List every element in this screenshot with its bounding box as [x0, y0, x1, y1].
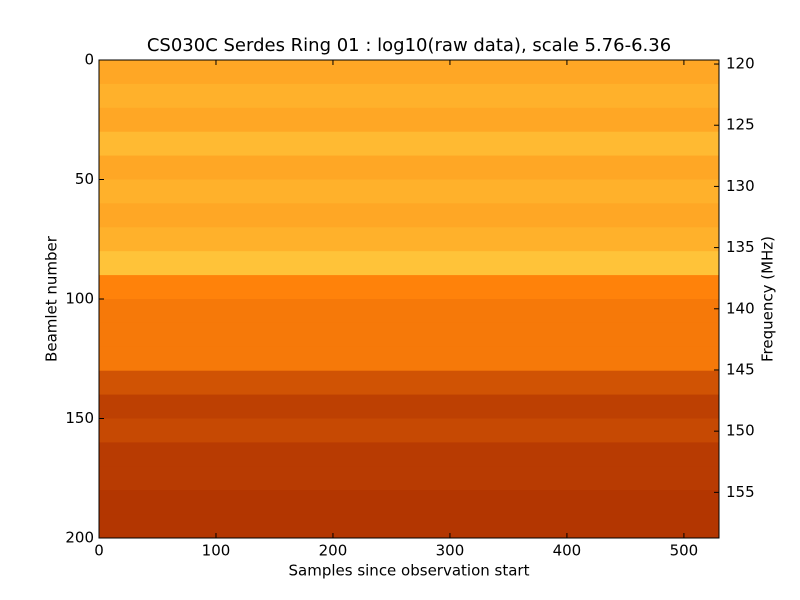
- y-tick-label: 150: [65, 409, 94, 427]
- y2-tick-label: 140: [726, 299, 755, 317]
- y2-tick-label: 135: [726, 238, 755, 256]
- y-tick-label: 0: [84, 51, 94, 69]
- chart-title: CS030C Serdes Ring 01 : log10(raw data),…: [147, 35, 671, 56]
- heatmap-cell: [99, 275, 719, 300]
- y2-tick-label: 150: [726, 422, 755, 440]
- heatmap-cell: [99, 107, 719, 133]
- y2-tick-label: 120: [726, 55, 755, 73]
- heatmap-cell: [99, 299, 719, 324]
- y-tick-label: 200: [65, 529, 94, 547]
- y-tick-label: 50: [75, 170, 94, 188]
- x-axis-label: Samples since observation start: [289, 562, 530, 580]
- heatmap-cell: [99, 131, 719, 157]
- y2-tick-label: 145: [726, 360, 755, 378]
- heatmap-cell: [99, 346, 719, 372]
- y2-tick-label: 155: [726, 483, 755, 501]
- heatmap-cell: [99, 155, 719, 180]
- heatmap-cell: [99, 418, 719, 443]
- y-tick-label: 100: [65, 290, 94, 308]
- heatmap-cell: [99, 514, 719, 539]
- heatmap-cell: [99, 251, 719, 276]
- heatmap: [99, 60, 719, 539]
- y2-tick-label: 130: [726, 177, 755, 195]
- x-tick-label: 0: [94, 542, 104, 560]
- x-tick-label: 400: [553, 542, 582, 560]
- heatmap-cell: [99, 60, 719, 85]
- y2-tick-label: 125: [726, 116, 755, 134]
- heatmap-cell: [99, 322, 719, 348]
- heatmap-cell: [99, 370, 719, 396]
- heatmap-cell: [99, 490, 719, 515]
- heatmap-cell: [99, 227, 719, 252]
- heatmap-cell: [99, 466, 719, 491]
- heatmap-cell: [99, 83, 719, 109]
- heatmap-cell: [99, 394, 719, 419]
- heatmap-cell: [99, 179, 719, 204]
- y-axis-label: Beamlet number: [43, 235, 61, 362]
- x-tick-label: 200: [319, 542, 348, 560]
- y2-axis-label: Frequency (MHz): [759, 236, 777, 362]
- x-tick-label: 500: [670, 542, 699, 560]
- x-tick-label: 100: [202, 542, 231, 560]
- heatmap-cell: [99, 203, 719, 228]
- x-tick-label: 300: [436, 542, 465, 560]
- heatmap-cell: [99, 442, 719, 467]
